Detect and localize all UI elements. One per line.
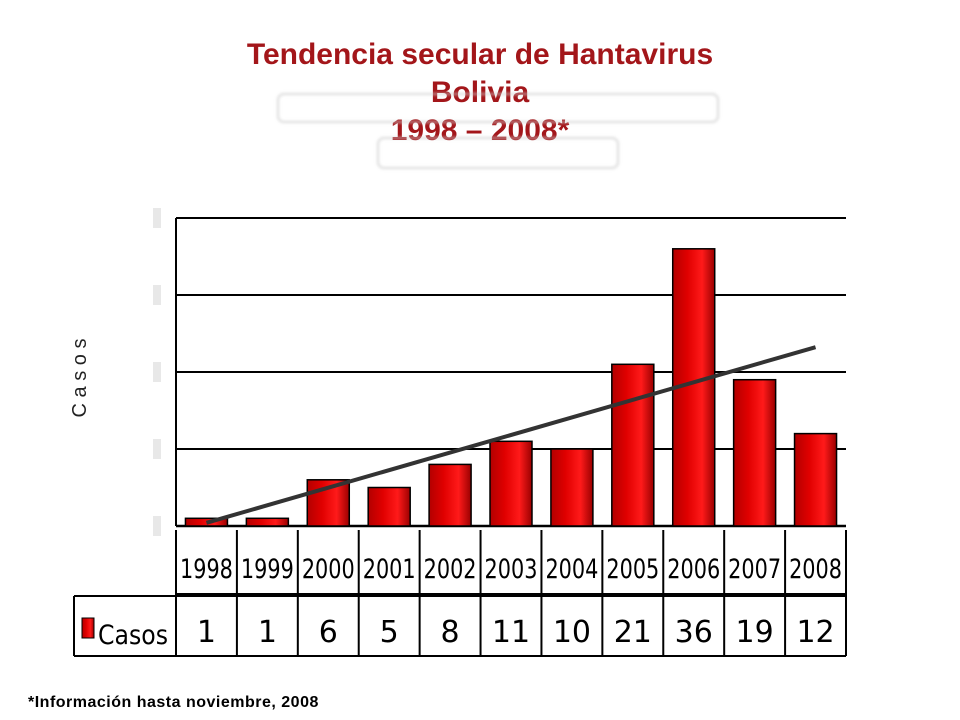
value-label-2004: 10 bbox=[553, 615, 591, 650]
value-label-2002: 8 bbox=[441, 615, 460, 650]
value-label-2000: 6 bbox=[319, 615, 338, 650]
footnote: *Información hasta noviembre, 2008 bbox=[28, 694, 319, 711]
y-axis-label: C a s o s bbox=[69, 339, 91, 418]
bar-1999 bbox=[245, 517, 290, 527]
trend-layer bbox=[205, 345, 817, 525]
category-label-1999: 1999 bbox=[241, 554, 294, 585]
category-label-2000: 2000 bbox=[302, 554, 355, 585]
value-label-1998: 1 bbox=[197, 615, 216, 650]
value-label-2007: 19 bbox=[736, 615, 774, 650]
category-label-1998: 1998 bbox=[180, 554, 233, 585]
category-label-2005: 2005 bbox=[606, 554, 659, 585]
y-tick-ghost bbox=[153, 439, 161, 459]
category-label-2002: 2002 bbox=[424, 554, 477, 585]
category-label-2006: 2006 bbox=[667, 554, 720, 585]
y-tick-ghost bbox=[153, 208, 161, 228]
category-label-2001: 2001 bbox=[363, 554, 416, 585]
value-label-2005: 21 bbox=[614, 615, 652, 650]
category-label-2003: 2003 bbox=[485, 554, 538, 585]
category-label-2008: 2008 bbox=[789, 554, 842, 585]
y-tick-ghost bbox=[153, 362, 161, 382]
value-label-2006: 36 bbox=[675, 615, 713, 650]
bar-2005 bbox=[611, 363, 655, 527]
bar-2008 bbox=[793, 432, 838, 527]
value-label-2003: 11 bbox=[492, 615, 530, 650]
value-label-2008: 12 bbox=[796, 615, 834, 650]
bar-2003 bbox=[489, 440, 533, 527]
value-label-2001: 5 bbox=[380, 615, 399, 650]
category-label-2004: 2004 bbox=[545, 554, 598, 585]
axis-layer: C a s o s bbox=[69, 208, 177, 536]
category-label-2007: 2007 bbox=[728, 554, 781, 585]
bars-layer bbox=[184, 248, 838, 527]
y-tick-ghost bbox=[153, 285, 161, 305]
data-table: 1998 1 1999 1 2000 6 2001 5 2002 8 2003 11 2004 10 200… bbox=[73, 530, 847, 657]
bar-2002 bbox=[428, 463, 472, 527]
legend-swatch bbox=[81, 617, 95, 639]
bar-2007 bbox=[732, 378, 777, 527]
bar-2001 bbox=[367, 486, 411, 527]
title-line-1: Tendencia secular de Hantavirus bbox=[246, 38, 714, 71]
value-label-1999: 1 bbox=[258, 615, 277, 650]
y-tick-ghost bbox=[153, 516, 161, 536]
bar-2004 bbox=[550, 448, 594, 527]
legend-label: Casos bbox=[98, 620, 168, 651]
trendline bbox=[205, 345, 817, 525]
